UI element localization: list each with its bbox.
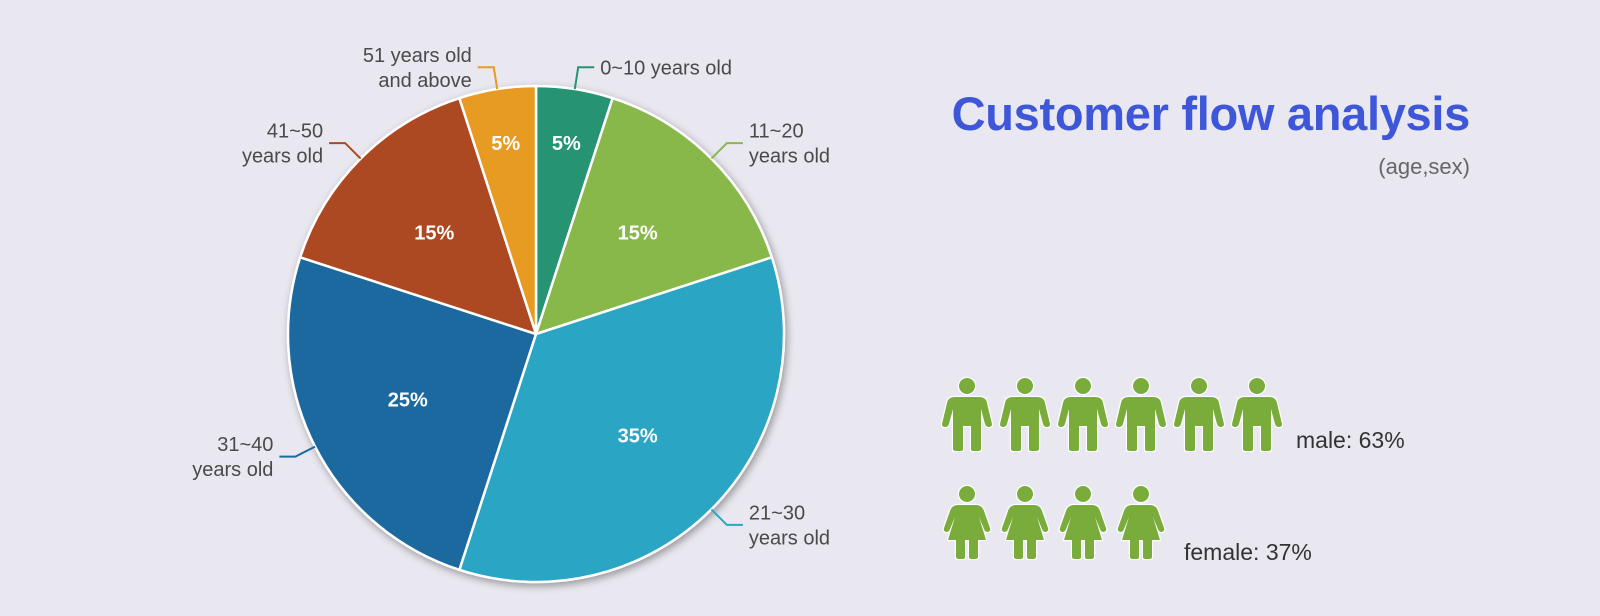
- pie-slice-21-30-years-old: [458, 256, 786, 584]
- male-person-icon: [998, 376, 1052, 452]
- male-percentage: male: 63%: [1296, 427, 1405, 453]
- female-person-icon: [1114, 484, 1168, 560]
- pie-slice-11-20-years-old: [534, 96, 774, 336]
- pie-category-label: 51 years old and above: [363, 45, 472, 92]
- pie-leader-line: [477, 66, 499, 90]
- pie-leader-line: [573, 66, 595, 90]
- pie-value-label: 25%: [388, 389, 428, 411]
- pie-slice-31-40-years-old: [286, 256, 538, 572]
- pie-leader-line: [710, 508, 743, 526]
- pie-leader-line: [279, 445, 316, 458]
- pie-category-label: 11~20 years old: [749, 121, 830, 168]
- page-subtitle: (age,sex): [1378, 154, 1470, 179]
- pie-value-label: 15%: [618, 222, 658, 244]
- female-icon-group: [940, 484, 1168, 560]
- pie-category-label: 41~50 years old: [242, 121, 323, 168]
- pie-chart: 5% 15% 35% 25% 15% 5% 0~10 years old 11~20 year…: [192, 45, 830, 584]
- pie-slices: [286, 84, 786, 584]
- female-person-icon: [1056, 484, 1110, 560]
- pie-value-label: 15%: [414, 222, 454, 244]
- pie-leader-line: [329, 142, 362, 160]
- pie-value-labels: 5% 15% 35% 25% 15% 5%: [388, 133, 658, 448]
- pie-slice-41-50-years-old: [298, 96, 538, 336]
- pie-value-label: 35%: [618, 426, 658, 448]
- male-person-icon: [1114, 376, 1168, 452]
- pie-leader-lines: [279, 66, 743, 526]
- male-person-icon: [940, 376, 994, 452]
- pie-category-label: 0~10 years old: [600, 57, 732, 79]
- male-icon-group: [940, 376, 1284, 452]
- pie-category-label: 31~40 years old: [192, 434, 273, 481]
- female-stat-row: female: 37%: [940, 484, 1312, 565]
- pie-value-label: 5%: [552, 133, 581, 155]
- pie-category-labels: 0~10 years old 11~20 years old 21~30 years o…: [192, 45, 830, 550]
- female-person-icon: [998, 484, 1052, 560]
- pie-category-label: 21~30 years old: [749, 502, 830, 549]
- page-title: Customer flow analysis: [951, 87, 1471, 140]
- pie-value-label: 5%: [491, 133, 520, 155]
- pie-leader-line: [710, 142, 743, 160]
- male-stat-row: male: 63%: [940, 376, 1405, 453]
- female-person-icon: [940, 484, 994, 560]
- male-person-icon: [1172, 376, 1226, 452]
- male-person-icon: [1230, 376, 1284, 452]
- female-percentage: female: 37%: [1184, 539, 1312, 565]
- male-person-icon: [1056, 376, 1110, 452]
